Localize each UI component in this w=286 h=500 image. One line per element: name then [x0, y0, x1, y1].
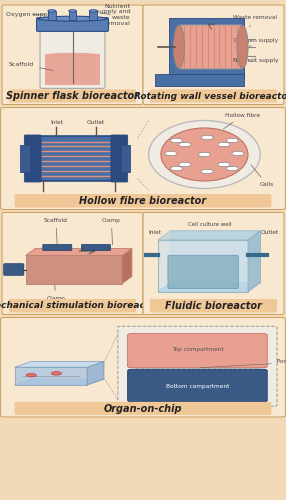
Polygon shape: [169, 18, 244, 79]
FancyBboxPatch shape: [111, 135, 128, 182]
Text: Hollow fibres
inlet: Hollow fibres inlet: [18, 194, 56, 204]
FancyBboxPatch shape: [150, 299, 277, 312]
Ellipse shape: [42, 26, 103, 31]
Text: Hollow fibres
outlet: Hollow fibres outlet: [102, 194, 140, 204]
Ellipse shape: [45, 53, 100, 56]
FancyBboxPatch shape: [33, 136, 119, 181]
FancyBboxPatch shape: [128, 334, 267, 368]
FancyBboxPatch shape: [128, 370, 267, 402]
Circle shape: [201, 136, 213, 140]
Text: Oxygen supply: Oxygen supply: [6, 12, 53, 18]
Circle shape: [198, 152, 210, 156]
Text: Nutrient supply: Nutrient supply: [233, 58, 279, 63]
Text: Porous membrane: Porous membrane: [200, 360, 286, 368]
Text: Clamp: Clamp: [47, 286, 65, 301]
Ellipse shape: [38, 16, 107, 21]
Text: Nutrient
supply and
waste
removal: Nutrient supply and waste removal: [96, 4, 130, 26]
Text: Oxygen supply: Oxygen supply: [234, 38, 279, 47]
Circle shape: [226, 138, 239, 142]
FancyBboxPatch shape: [2, 5, 143, 104]
Polygon shape: [122, 248, 132, 284]
Polygon shape: [171, 230, 261, 282]
Bar: [89, 11, 97, 20]
Ellipse shape: [69, 10, 76, 12]
Ellipse shape: [173, 26, 184, 68]
Ellipse shape: [237, 26, 248, 68]
FancyBboxPatch shape: [143, 5, 284, 104]
Text: Scaffold: Scaffold: [9, 62, 53, 70]
Circle shape: [170, 166, 183, 170]
Bar: [20, 146, 30, 172]
Text: Hollow fibre: Hollow fibre: [223, 113, 260, 129]
Circle shape: [179, 142, 191, 146]
Polygon shape: [25, 248, 132, 256]
FancyBboxPatch shape: [1, 318, 285, 417]
Text: Scaffold: Scaffold: [44, 218, 68, 244]
Circle shape: [165, 152, 177, 156]
Circle shape: [170, 138, 183, 142]
Text: Rotating wall vessel bioreactor: Rotating wall vessel bioreactor: [134, 92, 286, 100]
FancyBboxPatch shape: [43, 244, 72, 250]
Text: Hollow fibre bioreactor: Hollow fibre bioreactor: [80, 196, 206, 206]
Polygon shape: [15, 362, 104, 367]
Polygon shape: [158, 282, 261, 292]
Polygon shape: [25, 256, 122, 283]
FancyBboxPatch shape: [180, 25, 242, 69]
Ellipse shape: [149, 120, 260, 188]
FancyBboxPatch shape: [24, 135, 41, 182]
Text: Mechanical stimulation bioreactor: Mechanical stimulation bioreactor: [0, 302, 159, 310]
Text: Outlet: Outlet: [86, 120, 105, 124]
Polygon shape: [158, 240, 248, 292]
Polygon shape: [156, 74, 244, 86]
Text: Spinner flask bioreactor: Spinner flask bioreactor: [6, 91, 139, 101]
Text: Clamp: Clamp: [102, 218, 121, 244]
Ellipse shape: [48, 10, 56, 12]
Bar: [48, 11, 56, 20]
Circle shape: [232, 152, 244, 156]
FancyBboxPatch shape: [37, 18, 108, 32]
FancyBboxPatch shape: [1, 108, 285, 210]
Circle shape: [51, 372, 61, 375]
Text: Cells: Cells: [251, 164, 274, 187]
FancyBboxPatch shape: [82, 244, 110, 250]
Polygon shape: [248, 230, 261, 292]
FancyBboxPatch shape: [4, 264, 24, 276]
Circle shape: [218, 142, 230, 146]
Text: Top compartment: Top compartment: [172, 346, 223, 352]
FancyBboxPatch shape: [118, 326, 277, 406]
FancyBboxPatch shape: [2, 212, 143, 314]
FancyBboxPatch shape: [150, 90, 277, 102]
FancyBboxPatch shape: [15, 402, 271, 415]
Bar: [121, 146, 130, 172]
Polygon shape: [15, 379, 104, 385]
Bar: [45, 54, 100, 85]
Polygon shape: [158, 230, 261, 239]
FancyBboxPatch shape: [9, 299, 136, 312]
Text: Waste removal: Waste removal: [233, 15, 277, 27]
Circle shape: [218, 162, 230, 166]
Bar: [69, 11, 76, 20]
Circle shape: [226, 166, 239, 170]
Text: Bottom compartment: Bottom compartment: [166, 384, 229, 389]
FancyBboxPatch shape: [168, 256, 238, 288]
Ellipse shape: [89, 10, 97, 12]
Text: Fluidic bioreactor: Fluidic bioreactor: [165, 301, 262, 311]
Polygon shape: [15, 367, 87, 385]
Text: Motor: Motor: [5, 267, 22, 272]
Text: Cell culture well: Cell culture well: [188, 222, 231, 226]
FancyBboxPatch shape: [15, 194, 271, 207]
Circle shape: [26, 374, 36, 377]
Circle shape: [201, 170, 213, 173]
Text: Inlet: Inlet: [50, 120, 63, 124]
FancyBboxPatch shape: [40, 27, 105, 88]
Ellipse shape: [161, 128, 248, 181]
Text: Inlet: Inlet: [148, 230, 162, 235]
FancyBboxPatch shape: [9, 90, 136, 102]
FancyBboxPatch shape: [143, 212, 284, 314]
Circle shape: [179, 162, 191, 166]
Text: Organ-on-chip: Organ-on-chip: [104, 404, 182, 413]
Polygon shape: [87, 362, 104, 385]
Text: Outlet: Outlet: [260, 230, 279, 235]
